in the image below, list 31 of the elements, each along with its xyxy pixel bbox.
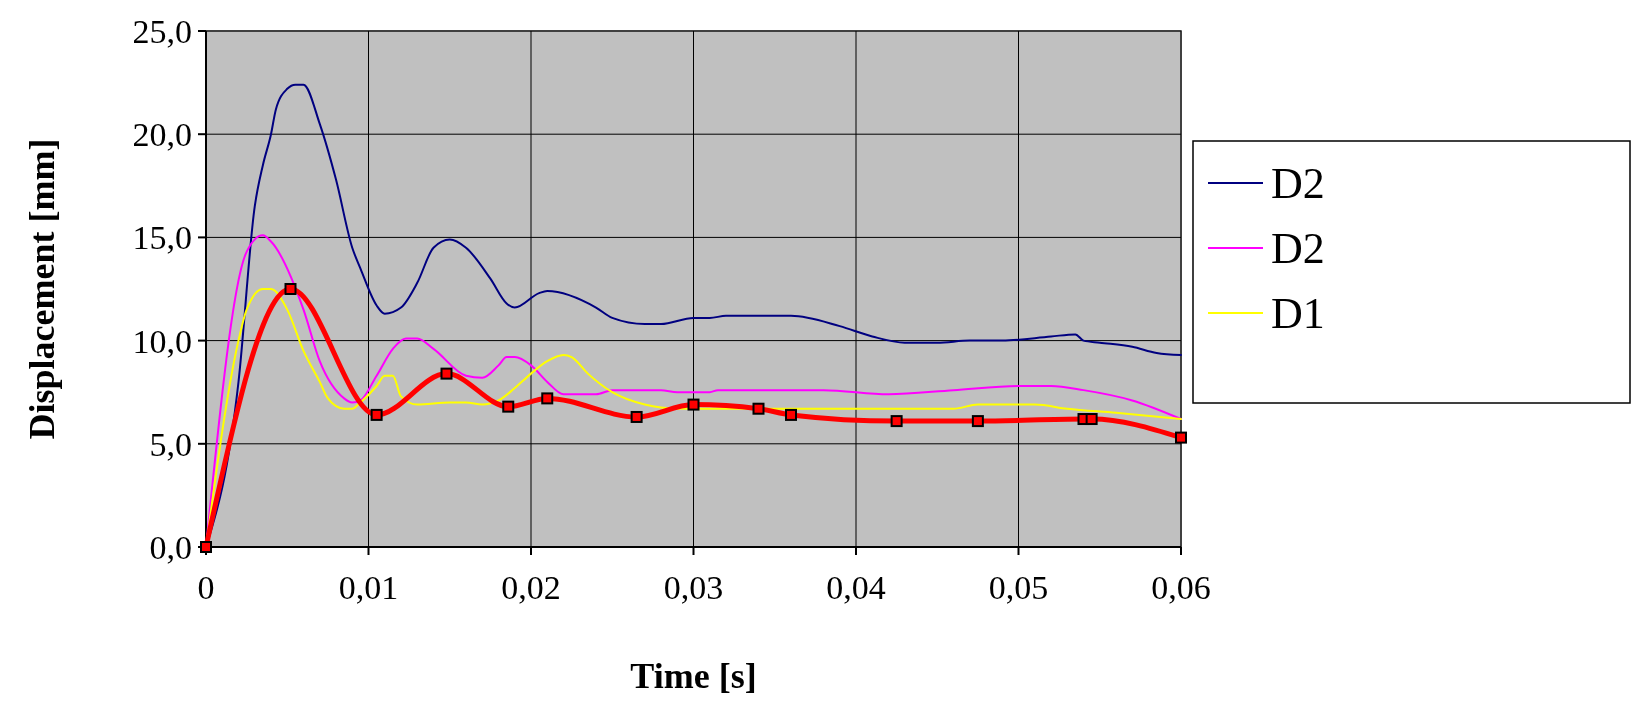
point	[971, 415, 984, 428]
point	[370, 408, 383, 421]
x-tick-label: 0,04	[826, 569, 886, 606]
x-tick-label: 0,03	[663, 569, 724, 606]
point	[284, 283, 297, 295]
point	[1085, 413, 1098, 426]
legend-label: D2	[1271, 224, 1325, 274]
point	[687, 398, 700, 411]
point	[502, 400, 515, 413]
y-axis-title: Displacement [mm]	[22, 138, 62, 440]
point	[785, 408, 797, 421]
y-tick-label: 20,0	[132, 116, 192, 154]
x-tick-label: 0,05	[988, 569, 1049, 606]
y-tick-label: 5,0	[149, 425, 192, 463]
x-tick-label: 0,01	[338, 569, 399, 606]
point	[890, 415, 903, 428]
point	[752, 402, 765, 415]
y-tick-label: 15,0	[132, 219, 192, 257]
y-tick-label: 0,0	[149, 528, 192, 566]
y-tick-label: 25,0	[132, 12, 192, 50]
x-tick-label: 0,06	[1151, 569, 1211, 606]
point	[630, 410, 643, 423]
legend-label: D2	[1271, 159, 1325, 209]
point	[1175, 431, 1187, 444]
y-tick-label: 10,0	[132, 322, 192, 360]
point	[541, 392, 554, 405]
x-tick-label: 0	[197, 569, 215, 606]
x-tick-label: 0,02	[501, 569, 561, 606]
x-axis-title: Time [s]	[630, 656, 757, 696]
legend-label: D1	[1271, 289, 1325, 339]
point	[440, 367, 453, 380]
